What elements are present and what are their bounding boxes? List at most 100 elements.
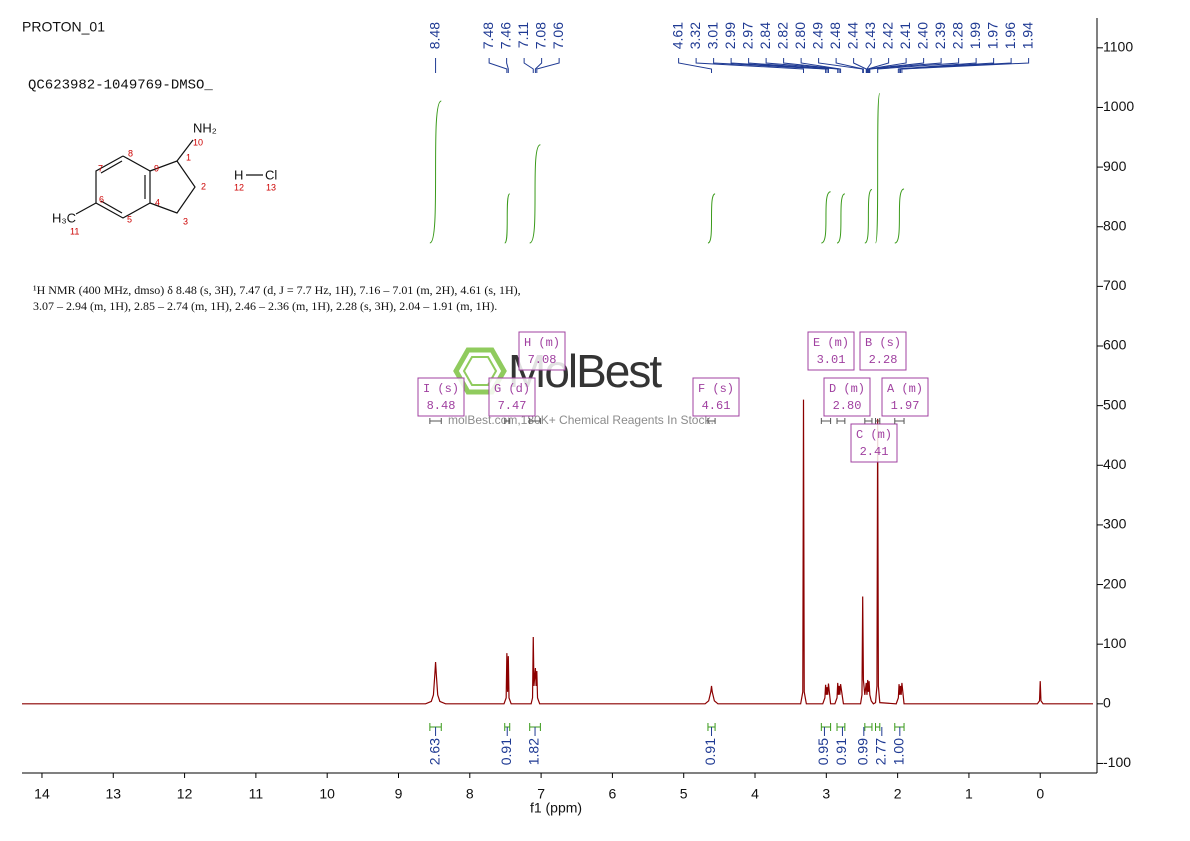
multiplet-shift: 2.41 (860, 445, 889, 459)
y-tick-label: 300 (1103, 516, 1127, 532)
x-tick-label: 8 (466, 786, 474, 802)
peak-leader (901, 58, 1030, 73)
peak-label: 2.84 (757, 22, 773, 49)
peak-leader (897, 58, 977, 73)
bond (100, 160, 123, 174)
peak-leader (783, 58, 840, 73)
multiplet-label: E (m) (813, 336, 849, 350)
peak-leader (877, 58, 960, 73)
atom-label: Cl (265, 167, 277, 182)
bond (149, 160, 196, 214)
y-tick-label: 0 (1103, 695, 1111, 711)
bond (75, 202, 97, 215)
peak-leader (534, 58, 543, 73)
multiplet-label: C (m) (856, 428, 892, 442)
y-tick-label: -100 (1103, 754, 1131, 770)
peak-label: 8.48 (426, 22, 442, 49)
peak-label: 2.28 (949, 22, 965, 49)
multiplet-shift: 8.48 (427, 399, 456, 413)
multiplet-box (881, 377, 929, 417)
integral-bracket (820, 723, 832, 731)
y-tick-label: 800 (1103, 217, 1127, 233)
atom-number: 1 (186, 152, 191, 162)
multiplet-label: D (m) (829, 382, 865, 396)
atom-number: 11 (70, 226, 79, 236)
peak-label: 7.11 (515, 22, 531, 48)
peak-leader (536, 58, 560, 73)
peak-leader (523, 58, 534, 73)
atom-number: 3 (183, 216, 188, 226)
integral-bracket (875, 723, 881, 731)
peak-label: 7.06 (550, 22, 566, 49)
atom-number: 9 (154, 163, 159, 173)
integral-curve (894, 188, 905, 244)
integral-curve (836, 193, 846, 244)
multiplet-box (823, 377, 871, 417)
peak-label: 2.43 (862, 22, 878, 49)
atom-number: 10 (193, 137, 203, 147)
atom-number: 5 (127, 214, 132, 224)
integral-label: 0.91 (498, 738, 514, 765)
x-tick-label: 14 (34, 786, 50, 802)
multiplet-label: I (s) (423, 382, 459, 396)
x-tick-label: 1 (965, 786, 973, 802)
y-tick-label: 600 (1103, 337, 1127, 353)
integral-label: 0.99 (855, 738, 871, 765)
multiplet-range (864, 418, 873, 424)
peak-leader (800, 58, 842, 73)
multiplet-box (859, 331, 907, 371)
multiplet-label: B (s) (865, 336, 901, 350)
multiplet-range (429, 418, 442, 424)
x-tick-label: 9 (395, 786, 403, 802)
atom-label: H (234, 167, 243, 182)
x-tick-label: 13 (105, 786, 121, 802)
integral-label: 1.00 (891, 738, 907, 765)
spectrum-line (22, 399, 1093, 705)
multiplet-range (504, 418, 511, 424)
multiplet-range (820, 418, 832, 424)
multiplet-label: G (d) (494, 382, 530, 396)
integral-curve (875, 92, 881, 244)
x-tick-label: 0 (1036, 786, 1044, 802)
integral-curve (504, 193, 511, 244)
multiplet-shift: 7.47 (498, 399, 527, 413)
peak-leader (867, 58, 890, 73)
atom-number: 8 (128, 148, 133, 158)
multiplet-range (875, 418, 881, 424)
x-tick-label: 3 (822, 786, 830, 802)
atom-number: 7 (98, 163, 103, 173)
multiplet-shift: 3.01 (817, 353, 846, 367)
peak-label: 2.44 (844, 22, 860, 49)
y-tick-label: 700 (1103, 277, 1127, 293)
y-tick-label: 900 (1103, 158, 1127, 174)
peak-label: 2.49 (809, 22, 825, 49)
multiplet-shift: 4.61 (702, 399, 731, 413)
peak-label: 1.97 (984, 22, 1000, 49)
x-tick-label: 12 (177, 786, 193, 802)
peak-label: 2.41 (897, 22, 913, 49)
x-tick-label: 5 (680, 786, 688, 802)
peak-label: 2.80 (792, 22, 808, 49)
peak-leader (678, 58, 713, 73)
integral-curve (429, 100, 442, 244)
x-tick-label: 7 (537, 786, 545, 802)
peak-label: 2.97 (739, 22, 755, 49)
chart-title: PROTON_01 (22, 19, 105, 35)
x-tick-label: 4 (751, 786, 759, 802)
atom-number: 2 (201, 181, 206, 191)
logo-icon (462, 356, 498, 386)
peak-label: 7.48 (480, 22, 496, 49)
peak-label: 1.94 (1019, 22, 1035, 49)
y-tick-label: 200 (1103, 575, 1127, 591)
integral-label: 0.95 (815, 738, 831, 765)
multiplet-shift: 2.80 (833, 399, 862, 413)
peak-label: 2.99 (722, 22, 738, 49)
multiplet-range (836, 418, 846, 424)
peak-label: 2.82 (774, 22, 790, 49)
multiplet-box (850, 423, 898, 463)
y-tick-label: 1100 (1103, 39, 1133, 55)
bond (100, 200, 123, 214)
x-tick-label: 11 (249, 786, 264, 802)
multiplet-box (417, 377, 465, 417)
